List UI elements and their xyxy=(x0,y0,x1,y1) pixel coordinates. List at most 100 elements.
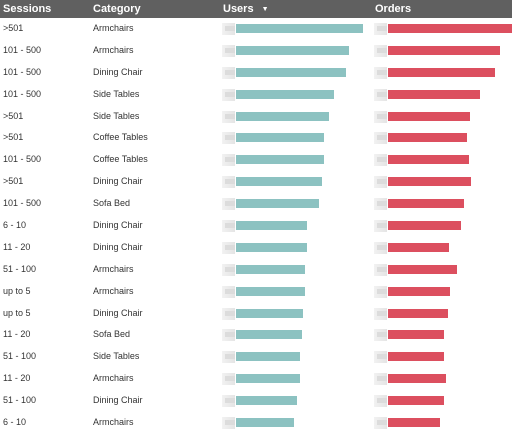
orders-bar xyxy=(388,352,444,362)
table-row[interactable]: up to 5 Armchairs xyxy=(0,281,512,303)
orders-sparkline-placeholder xyxy=(374,395,387,408)
orders-bar-cell xyxy=(374,198,512,211)
orders-sparkline-placeholder xyxy=(374,263,387,276)
category-cell: Dining Chair xyxy=(93,176,143,187)
users-sparkline-placeholder xyxy=(222,329,235,342)
orders-bar-cell xyxy=(374,132,512,145)
orders-bar-cell xyxy=(374,154,512,167)
users-sparkline-placeholder xyxy=(222,176,235,189)
orders-bar xyxy=(388,199,464,209)
orders-bar xyxy=(388,242,449,252)
category-cell: Armchairs xyxy=(93,285,134,296)
table-row[interactable]: 51 - 100 Dining Chair xyxy=(0,390,512,412)
orders-bar xyxy=(388,67,495,77)
table-row[interactable]: 101 - 500 Coffee Tables xyxy=(0,149,512,171)
users-sparkline-placeholder xyxy=(222,88,235,101)
table-row[interactable]: 6 - 10 Armchairs xyxy=(0,412,512,434)
users-bar-cell xyxy=(222,88,364,101)
orders-bar xyxy=(388,89,480,99)
orders-bar xyxy=(388,374,446,384)
orders-sparkline-placeholder xyxy=(374,132,387,145)
users-bar xyxy=(236,418,294,428)
orders-bar-cell xyxy=(374,329,512,342)
orders-bar-cell xyxy=(374,241,512,254)
table-row[interactable]: >501 Side Tables xyxy=(0,106,512,128)
users-bar xyxy=(236,155,324,165)
users-bar xyxy=(236,264,305,274)
orders-sparkline-placeholder xyxy=(374,66,387,79)
users-bar xyxy=(236,199,319,209)
orders-sparkline-placeholder xyxy=(374,110,387,123)
users-bar-cell xyxy=(222,220,364,233)
users-sparkline-placeholder xyxy=(222,66,235,79)
users-bar xyxy=(236,67,346,77)
category-cell: Dining Chair xyxy=(93,241,143,252)
users-bar xyxy=(236,89,334,99)
table-row[interactable]: 101 - 500 Side Tables xyxy=(0,84,512,106)
table-row[interactable]: 101 - 500 Armchairs xyxy=(0,40,512,62)
category-cell: Armchairs xyxy=(93,263,134,274)
orders-bar xyxy=(388,396,444,406)
orders-bar-cell xyxy=(374,395,512,408)
users-sparkline-placeholder xyxy=(222,220,235,233)
table-row[interactable]: >501 Coffee Tables xyxy=(0,127,512,149)
column-header-sessions[interactable]: Sessions xyxy=(3,0,51,18)
column-header-orders[interactable]: Orders xyxy=(375,0,411,18)
users-bar-cell xyxy=(222,176,364,189)
category-cell: Dining Chair xyxy=(93,395,143,406)
table-row[interactable]: 51 - 100 Armchairs xyxy=(0,259,512,281)
column-header-orders-label: Orders xyxy=(375,3,412,15)
users-sparkline-placeholder xyxy=(222,351,235,364)
orders-sparkline-placeholder xyxy=(374,220,387,233)
column-header-sessions-label: Sessions xyxy=(3,3,52,15)
users-bar xyxy=(236,221,307,231)
table-row[interactable]: >501 Armchairs xyxy=(0,18,512,40)
table-row[interactable]: 6 - 10 Dining Chair xyxy=(0,215,512,237)
column-header-users-label: Users xyxy=(223,3,254,15)
orders-bar-cell xyxy=(374,176,512,189)
users-sparkline-placeholder xyxy=(222,23,235,35)
users-sparkline-placeholder xyxy=(222,285,235,298)
table-row[interactable]: up to 5 Dining Chair xyxy=(0,303,512,325)
sessions-cell: up to 5 xyxy=(3,285,31,296)
orders-bar xyxy=(388,264,457,274)
users-bar xyxy=(236,396,297,406)
orders-bar-cell xyxy=(374,110,512,123)
sessions-cell: 51 - 100 xyxy=(3,395,37,406)
orders-sparkline-placeholder xyxy=(374,44,387,57)
sort-descending-icon[interactable]: ▼ xyxy=(261,6,269,13)
category-cell: Dining Chair xyxy=(93,66,143,77)
users-sparkline-placeholder xyxy=(222,44,235,57)
sessions-cell: 101 - 500 xyxy=(3,44,42,55)
orders-sparkline-placeholder xyxy=(374,307,387,320)
orders-sparkline-placeholder xyxy=(374,176,387,189)
users-bar-cell xyxy=(222,285,364,298)
table-row[interactable]: 101 - 500 Dining Chair xyxy=(0,62,512,84)
users-bar-cell xyxy=(222,23,364,35)
orders-sparkline-placeholder xyxy=(374,373,387,386)
sessions-cell: 11 - 20 xyxy=(3,241,31,252)
sessions-cell: >501 xyxy=(3,23,24,33)
users-bar xyxy=(236,133,324,143)
orders-sparkline-placeholder xyxy=(374,329,387,342)
category-cell: Dining Chair xyxy=(93,220,143,231)
orders-bar-cell xyxy=(374,220,512,233)
orders-sparkline-placeholder xyxy=(374,241,387,254)
table-row[interactable]: 11 - 20 Dining Chair xyxy=(0,237,512,259)
table-row[interactable]: 11 - 20 Armchairs xyxy=(0,368,512,390)
orders-bar-cell xyxy=(374,66,512,79)
table-row[interactable]: 101 - 500 Sofa Bed xyxy=(0,193,512,215)
sessions-cell: 101 - 500 xyxy=(3,66,42,77)
users-sparkline-placeholder xyxy=(222,263,235,276)
users-sparkline-placeholder xyxy=(222,241,235,254)
users-bar-cell xyxy=(222,395,364,408)
table-row[interactable]: 51 - 100 Side Tables xyxy=(0,346,512,368)
category-cell: Side Tables xyxy=(93,110,140,121)
orders-sparkline-placeholder xyxy=(374,88,387,101)
users-bar xyxy=(236,177,322,187)
table-row[interactable]: 11 - 20 Sofa Bed xyxy=(0,324,512,346)
column-header-category[interactable]: Category xyxy=(93,0,141,18)
column-header-users[interactable]: Users ▼ xyxy=(223,0,269,18)
orders-bar xyxy=(388,418,440,428)
table-row[interactable]: >501 Dining Chair xyxy=(0,171,512,193)
